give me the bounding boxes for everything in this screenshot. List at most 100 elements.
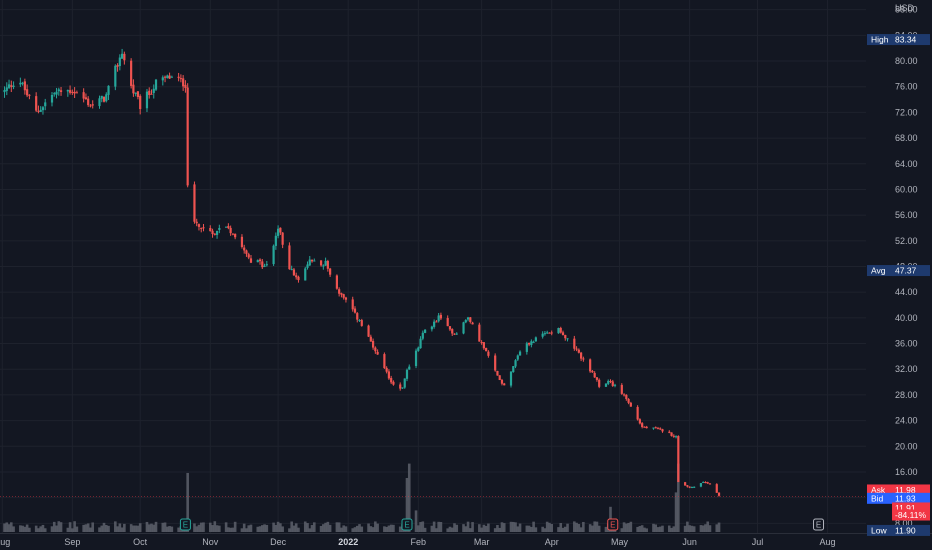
candle-body[interactable] [182,78,185,87]
candle-body[interactable] [686,485,689,487]
candle-body[interactable] [351,299,354,310]
candle-body[interactable] [59,90,63,92]
candle-body[interactable] [464,320,467,323]
candle-body[interactable] [28,94,31,96]
candle-body[interactable] [249,258,253,263]
candle-body[interactable] [643,426,646,428]
candle-body[interactable] [105,94,108,102]
candle-body[interactable] [234,233,237,238]
candle-body[interactable] [179,78,182,80]
candle-body[interactable] [277,228,280,236]
candle-body[interactable] [265,264,268,266]
candle-body[interactable] [541,333,544,337]
candle-body[interactable] [516,355,519,360]
candle-body[interactable] [376,351,379,355]
candle-body[interactable] [638,419,641,424]
candle-body[interactable] [87,98,90,106]
candle-body[interactable] [672,435,675,437]
candle-body[interactable] [654,427,657,429]
earnings-marker[interactable]: E [813,518,825,531]
candle-body[interactable] [629,402,632,407]
candle-body[interactable] [530,341,533,345]
candle-body[interactable] [55,91,58,95]
candle-body[interactable] [145,91,149,109]
candle-body[interactable] [399,384,402,389]
candle-body[interactable] [107,85,110,95]
candle-body[interactable] [136,91,140,97]
candle-body[interactable] [166,75,169,79]
candle-body[interactable] [609,380,612,382]
candle-body[interactable] [559,327,562,333]
candle-body[interactable] [387,371,391,379]
candle-body[interactable] [39,109,42,112]
candle-body[interactable] [494,355,497,371]
candle-body[interactable] [518,351,522,356]
candle-body[interactable] [437,315,440,322]
candle-body[interactable] [702,481,705,483]
candle-body[interactable] [453,333,456,335]
candle-body[interactable] [482,342,485,349]
candle-body[interactable] [139,95,142,110]
candle-body[interactable] [177,76,180,78]
candle-body[interactable] [120,53,124,59]
earnings-badge-box[interactable] [401,518,413,531]
candle-body[interactable] [163,76,167,78]
candle-body[interactable] [304,268,307,281]
candle-body[interactable] [430,326,433,330]
candle-body[interactable] [152,88,155,93]
candle-body[interactable] [636,406,639,420]
candle-body[interactable] [123,53,126,61]
candle-body[interactable] [548,332,551,334]
candle-body[interactable] [611,381,614,386]
candle-body[interactable] [202,227,205,229]
candle-body[interactable] [414,350,418,367]
candle-body[interactable] [487,351,490,356]
candle-body[interactable] [717,492,721,496]
candle-body[interactable] [550,332,553,334]
candle-body[interactable] [688,486,691,488]
earnings-marker[interactable]: E [607,518,619,531]
candle-body[interactable] [66,90,69,92]
candle-body[interactable] [401,387,404,389]
candle-body[interactable] [561,332,565,335]
candle-body[interactable] [213,233,216,235]
candle-body[interactable] [209,227,212,232]
candle-body[interactable] [620,384,623,394]
candle-body[interactable] [195,221,198,224]
candle-body[interactable] [335,275,339,289]
candle-body[interactable] [326,260,329,269]
candle-body[interactable] [245,250,248,254]
candle-body[interactable] [150,93,153,95]
candle-body[interactable] [613,384,617,386]
candle-body[interactable] [263,265,266,267]
candle-body[interactable] [184,84,187,88]
candle-body[interactable] [659,428,662,430]
candle-body[interactable] [5,87,8,91]
candle-body[interactable] [342,294,345,298]
candle-body[interactable] [690,487,693,489]
candle-body[interactable] [89,105,92,107]
candle-body[interactable] [274,235,277,246]
candle-body[interactable] [435,321,438,323]
candle-body[interactable] [73,91,76,94]
candle-body[interactable] [367,325,370,337]
candle-body[interactable] [91,104,94,106]
candle-body[interactable] [118,57,121,67]
candle-body[interactable] [229,227,232,234]
candle-body[interactable] [408,366,411,370]
candle-body[interactable] [446,318,449,327]
candle-body[interactable] [231,233,234,235]
candle-body[interactable] [23,81,26,91]
candle-body[interactable] [462,322,465,334]
candle-body[interactable] [308,259,311,266]
candle-body[interactable] [369,336,372,342]
candle-body[interactable] [374,347,377,352]
candle-body[interactable] [306,264,309,268]
candle-body[interactable] [670,432,673,436]
candle-body[interactable] [344,297,348,300]
candle-body[interactable] [514,360,517,367]
candle-body[interactable] [403,378,406,388]
candle-body[interactable] [656,428,660,430]
